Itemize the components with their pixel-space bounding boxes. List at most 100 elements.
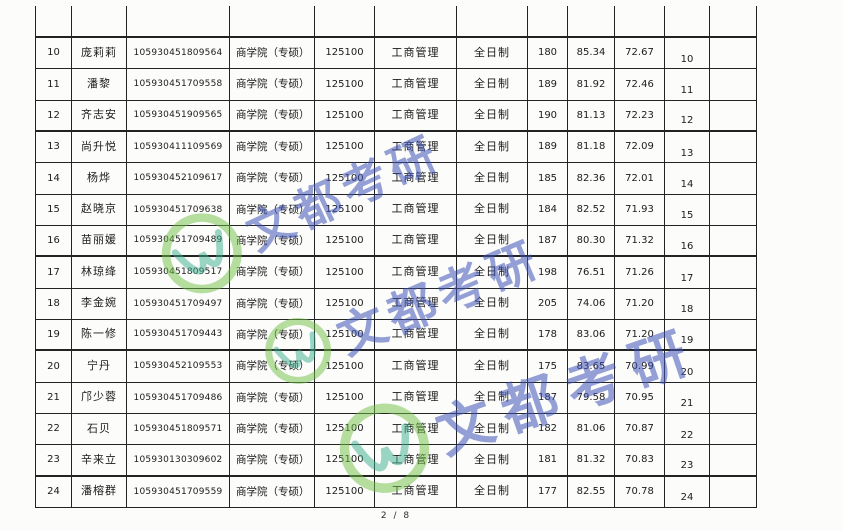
cell-college: 商学院（专硕） [230,382,315,414]
cell-no2: 18 [665,288,710,320]
cell-total: 71.32 [615,225,665,258]
cell-id: 105930452109553 [127,351,230,383]
cell-total: 72.09 [615,131,665,164]
cell-major: 工商管理 [375,194,457,226]
cell-no: 18 [35,288,72,320]
cell-score1: 177 [528,476,568,508]
cell-mode: 全日制 [457,382,528,414]
cell-id: 105930451709497 [127,288,230,320]
cell-score2: 81.92 [568,69,615,101]
cell-college: 商学院（专硕） [230,163,315,195]
cell-score2: 83.65 [568,351,615,383]
page-number: 2 / 8 [380,511,412,521]
cell-code: 125100 [315,38,375,70]
cell-mode: 全日制 [457,476,528,508]
cell-mode: 全日制 [457,319,528,352]
cell-no: 21 [35,382,72,414]
cell-id: 105930451709638 [127,194,230,226]
cell-no: 10 [35,38,72,70]
cell-score1: 181 [528,445,568,477]
cell-major: 工商管理 [375,476,457,508]
cell-total: 70.78 [615,476,665,508]
cell-college: 商学院（专硕） [230,413,315,446]
cell-mode: 全日制 [457,257,528,289]
cell-score1: 182 [528,413,568,446]
cell-major: 工商管理 [375,382,457,414]
cell-name: 陈一修 [72,319,127,352]
cell-score2: 85.34 [568,38,615,70]
cell-no: 20 [35,351,72,383]
cell-score2: 82.55 [568,476,615,508]
cell-total: 71.20 [615,288,665,320]
cell-score1: 185 [528,163,568,195]
cell-major: 工商管理 [375,100,457,132]
cell-total: 72.01 [615,163,665,195]
cell-total: 72.46 [615,69,665,101]
cell-score2: 81.32 [568,445,615,477]
cell-total: 70.99 [615,351,665,383]
cell-extra [710,131,757,164]
cell-extra [710,382,757,414]
cell-stub-name [72,6,127,38]
cell-name: 宁丹 [72,351,127,383]
cell-no: 15 [35,194,72,226]
cell-name: 杨烨 [72,163,127,195]
cell-score2: 76.51 [568,257,615,289]
cell-score1: 187 [528,382,568,414]
cell-score2: 81.13 [568,100,615,132]
cell-total: 70.83 [615,445,665,477]
cell-no2: 15 [665,194,710,226]
cell-no2: 16 [665,225,710,258]
cell-score2: 82.52 [568,194,615,226]
cell-mode: 全日制 [457,163,528,195]
cell-major: 工商管理 [375,445,457,477]
cell-stub-total [615,6,665,38]
cell-id: 105930130309602 [127,445,230,477]
cell-major: 工商管理 [375,163,457,195]
cell-name: 赵晓京 [72,194,127,226]
cell-major: 工商管理 [375,38,457,70]
cell-no2: 14 [665,163,710,195]
cell-extra [710,194,757,226]
cell-no2: 17 [665,257,710,289]
cell-score2: 81.18 [568,131,615,164]
cell-no: 19 [35,319,72,352]
cell-id: 105930452109617 [127,163,230,195]
cell-stub-no2 [665,6,710,38]
cell-extra [710,351,757,383]
cell-college: 商学院（专硕） [230,319,315,352]
cell-total: 70.87 [615,413,665,446]
cell-no: 16 [35,225,72,258]
cell-no: 23 [35,445,72,477]
cell-code: 125100 [315,131,375,164]
cell-no: 17 [35,257,72,289]
cell-score1: 189 [528,69,568,101]
cell-code: 125100 [315,319,375,352]
cell-score1: 198 [528,257,568,289]
cell-score2: 83.06 [568,319,615,352]
cell-score2: 79.58 [568,382,615,414]
cell-mode: 全日制 [457,69,528,101]
cell-college: 商学院（专硕） [230,257,315,289]
cell-no2: 10 [665,38,710,70]
cell-college: 商学院（专硕） [230,476,315,508]
cell-stub-code [315,6,375,38]
cell-total: 70.95 [615,382,665,414]
cell-name: 庞莉莉 [72,38,127,70]
cell-college: 商学院（专硕） [230,288,315,320]
cell-stub-score1 [528,6,568,38]
cell-score2: 74.06 [568,288,615,320]
cell-no: 13 [35,131,72,164]
cell-total: 72.23 [615,100,665,132]
cell-mode: 全日制 [457,225,528,258]
cell-id: 105930451709489 [127,225,230,258]
cell-extra [710,100,757,132]
cell-score1: 184 [528,194,568,226]
cell-name: 李金婉 [72,288,127,320]
cell-code: 125100 [315,163,375,195]
cell-college: 商学院（专硕） [230,351,315,383]
cell-score1: 189 [528,131,568,164]
cell-college: 商学院（专硕） [230,194,315,226]
cell-no2: 24 [665,476,710,508]
cell-no2: 20 [665,351,710,383]
